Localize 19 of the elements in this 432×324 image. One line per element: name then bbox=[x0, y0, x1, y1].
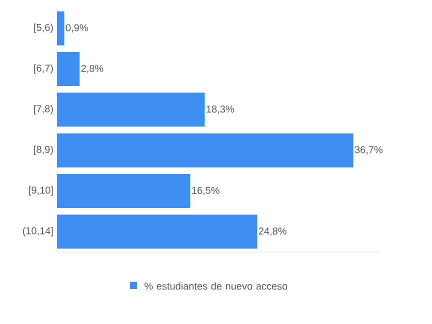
y-tick-label: [6,7) bbox=[34, 64, 53, 74]
bar bbox=[57, 214, 258, 249]
y-tick-label: [7,8) bbox=[34, 105, 53, 114]
data-label: 0,9% bbox=[66, 24, 88, 32]
y-tick-label: (10,14] bbox=[22, 226, 53, 236]
y-tick-label: [9,10] bbox=[29, 186, 53, 196]
bar bbox=[57, 92, 205, 127]
data-label: 36,7% bbox=[354, 146, 383, 154]
data-label: 24,8% bbox=[258, 228, 286, 236]
bar bbox=[57, 52, 80, 86]
y-tick-label: [5,6) bbox=[34, 24, 53, 33]
y-tick-label: [8,9) bbox=[34, 146, 53, 155]
legend-label: % estudiantes de nuevo acceso bbox=[144, 282, 288, 290]
data-label: 2,8% bbox=[81, 64, 104, 74]
data-label: 18,3% bbox=[206, 106, 234, 114]
bar bbox=[57, 133, 354, 168]
bar bbox=[57, 174, 190, 208]
bar bbox=[57, 11, 64, 46]
data-label: 16,5% bbox=[192, 186, 220, 196]
